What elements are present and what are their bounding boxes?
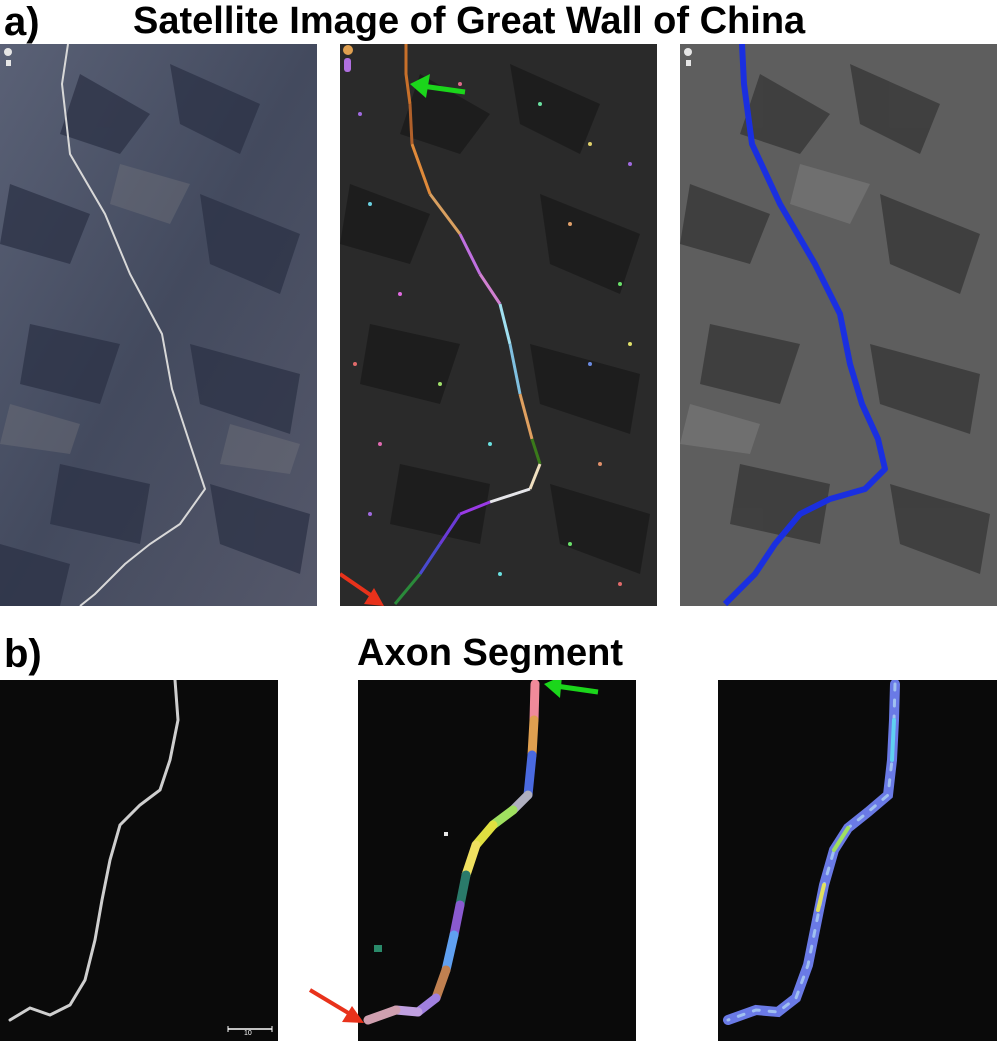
green-arrow-icon	[544, 680, 599, 698]
compass-icon	[684, 48, 692, 56]
wall-trace-line	[722, 44, 888, 606]
legend-marker-icon	[343, 45, 353, 55]
satellite-segmented-panel	[340, 44, 657, 606]
scalebar-label: 10	[244, 1030, 252, 1037]
axon-segmented-panel	[358, 680, 636, 1041]
section-b-title: Axon Segment	[357, 632, 624, 674]
green-arrow-icon	[410, 74, 466, 98]
red-arrow-icon	[308, 988, 364, 1023]
section-a-label: a)	[4, 0, 40, 44]
section-a-title: Satellite Image of Great Wall of China	[133, 0, 806, 42]
great-wall-line	[60, 44, 207, 606]
axon-line	[8, 680, 180, 1022]
satellite-raw-panel	[0, 44, 317, 606]
section-b-label: b)	[4, 632, 42, 676]
axon-raw-panel: 10	[0, 680, 278, 1041]
satellite-traced-panel	[680, 44, 997, 606]
red-arrow-icon	[340, 572, 384, 606]
compass-icon	[4, 48, 12, 56]
scalebar	[227, 1026, 273, 1032]
axon-traced-panel	[718, 680, 997, 1041]
